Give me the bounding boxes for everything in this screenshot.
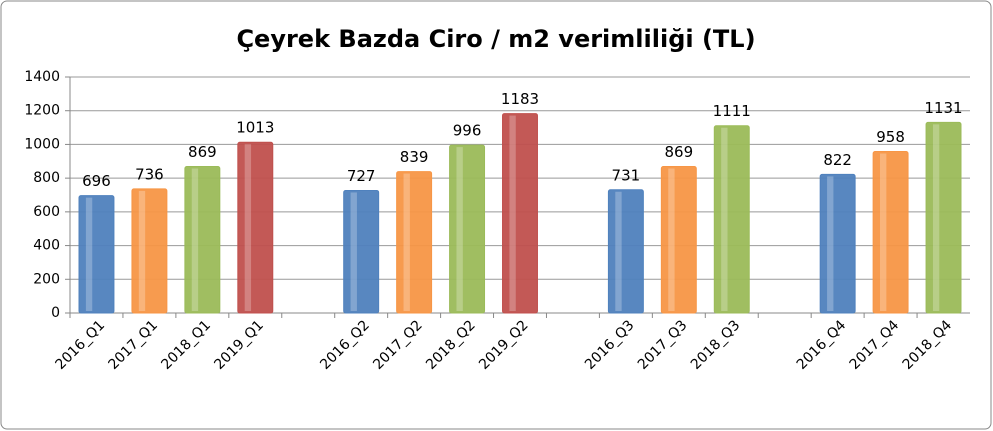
bar-shine: [244, 144, 252, 311]
bar: [925, 121, 962, 314]
y-tick-label: 1400: [24, 69, 60, 85]
value-label: 958: [876, 128, 905, 146]
bar: [660, 166, 697, 314]
bar-shine: [138, 190, 146, 311]
value-label: 869: [665, 143, 694, 161]
value-label: 1183: [501, 90, 539, 108]
bar: [713, 125, 750, 314]
value-label: 731: [612, 166, 641, 184]
bar: [607, 189, 644, 314]
value-label: 1013: [236, 119, 274, 137]
bar: [78, 195, 115, 314]
bar-shine: [932, 124, 940, 312]
bar-shine: [827, 176, 834, 311]
bar-shine: [191, 168, 199, 311]
y-tick-label: 0: [51, 305, 60, 321]
bar: [819, 173, 856, 314]
value-label: 1131: [924, 99, 962, 117]
bar: [449, 144, 486, 314]
value-label: 1111: [713, 102, 751, 120]
bar: [396, 171, 433, 314]
bar: [343, 189, 380, 314]
value-label: 822: [823, 151, 852, 169]
bar-shine: [350, 192, 357, 311]
bar: [237, 141, 274, 314]
value-label: 696: [82, 172, 111, 190]
y-tick-label: 1200: [24, 103, 60, 119]
y-tick-label: 400: [33, 238, 60, 254]
value-label: 869: [188, 143, 217, 161]
value-label: 727: [347, 167, 376, 185]
bar-shine: [85, 197, 93, 311]
bar: [872, 151, 909, 314]
value-label: 996: [453, 122, 482, 140]
value-label: 736: [135, 165, 164, 183]
y-tick-label: 1000: [24, 136, 60, 152]
y-tick-label: 600: [33, 204, 60, 220]
bar-shine: [403, 173, 410, 311]
bar-shine: [668, 168, 675, 311]
bar-shine: [615, 191, 622, 311]
y-tick-label: 200: [33, 271, 60, 287]
value-label: 839: [400, 148, 429, 166]
bar-shine: [880, 153, 887, 311]
bar-shine: [456, 147, 463, 311]
bar: [184, 166, 221, 314]
bar: [502, 113, 538, 314]
y-tick-label: 800: [33, 170, 60, 186]
chart-title: Çeyrek Bazda Ciro / m2 verimliliği (TL): [236, 25, 755, 53]
bar: [131, 188, 168, 314]
bar-shine: [509, 115, 516, 311]
bar-shine: [721, 127, 728, 312]
